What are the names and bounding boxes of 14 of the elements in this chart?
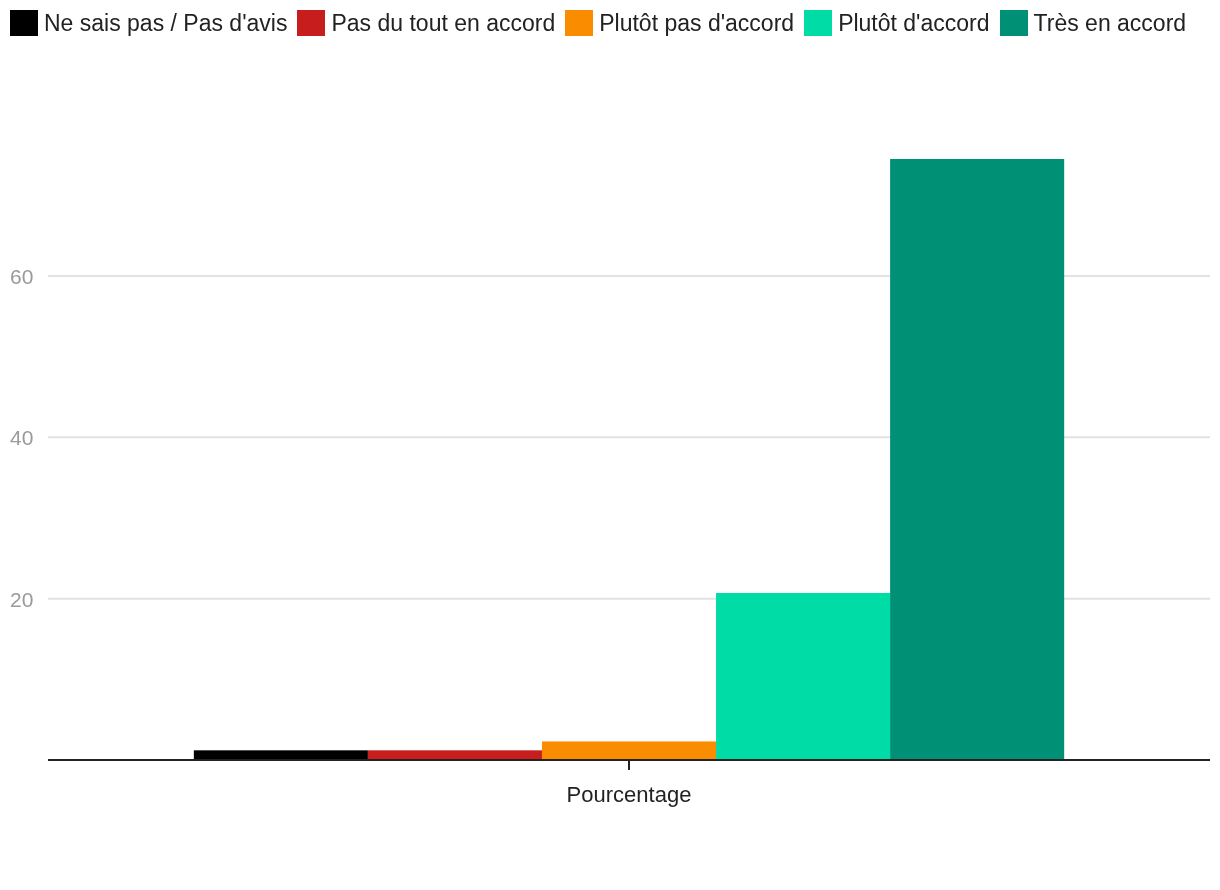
y-tick-label: 40 <box>10 426 34 450</box>
legend-label: Pas du tout en accord <box>330 10 556 36</box>
bar <box>367 750 542 760</box>
x-tick-label: Pourcentage <box>566 782 692 807</box>
y-tick-label: 60 <box>10 264 34 288</box>
legend-label: Ne sais pas / Pas d'avis <box>43 10 288 36</box>
bar <box>716 593 891 760</box>
y-tick-label: 20 <box>10 587 34 611</box>
bar <box>890 159 1065 760</box>
legend-label: Plutôt d'accord <box>837 10 990 36</box>
bar <box>193 750 368 760</box>
legend-label: Plutôt pas d'accord <box>598 10 795 36</box>
legend-label: Très en accord <box>1032 10 1187 36</box>
bar <box>541 741 717 760</box>
